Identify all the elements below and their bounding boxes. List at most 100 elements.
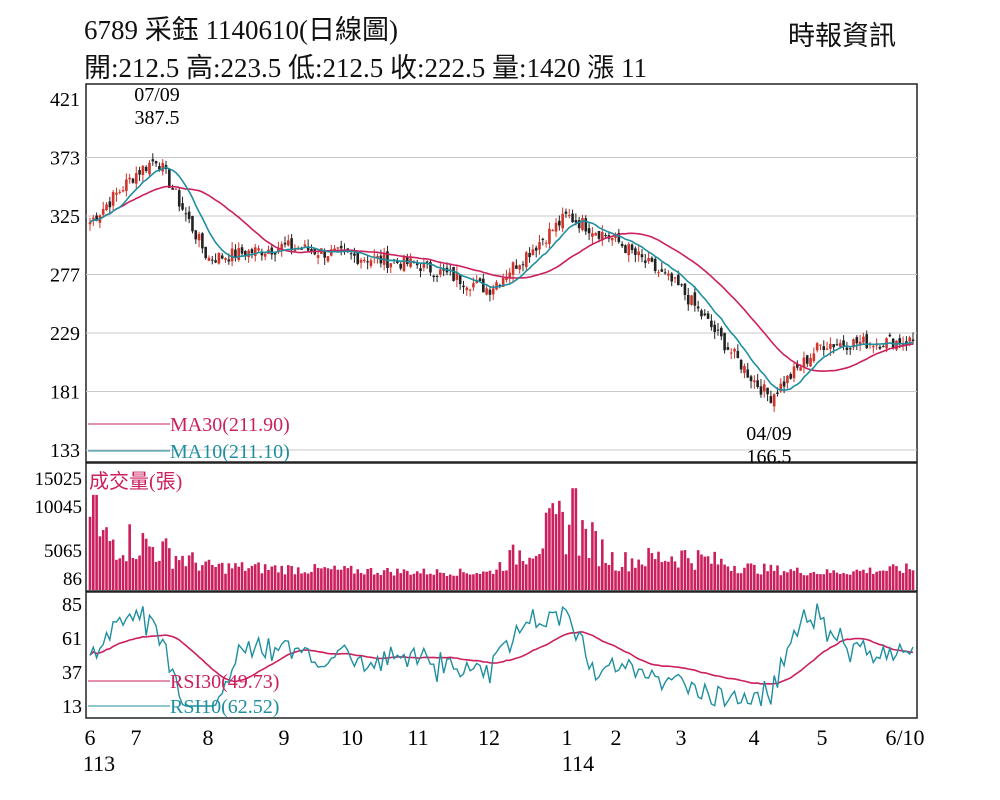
candle-body (108, 201, 112, 208)
candle-body (551, 230, 555, 232)
volume-bar (240, 562, 244, 590)
volume-bar (237, 566, 241, 590)
candle-body (501, 277, 505, 288)
x-tick-label: 8 (203, 725, 214, 750)
high-date-annotation: 07/09 (134, 84, 180, 106)
volume-bar (250, 565, 254, 590)
volume-bar (247, 568, 250, 590)
candle-body (719, 327, 723, 337)
candle-body (425, 261, 429, 263)
candle-body (733, 348, 736, 352)
volume-bar (680, 550, 683, 590)
volume-bar (283, 574, 287, 590)
volume-bar (128, 524, 131, 590)
candle-body (686, 294, 690, 305)
volume-bar (577, 555, 581, 590)
volume-bar (197, 570, 201, 590)
candle-body (749, 376, 753, 382)
x-tick-label: 9 (279, 725, 290, 750)
volume-bar (101, 529, 105, 590)
rsi10-line (89, 603, 914, 708)
volume-bar (858, 570, 862, 590)
volume-bar (554, 514, 558, 590)
volume-bar (796, 567, 799, 590)
volume-bar (402, 569, 406, 590)
volume-bar (329, 569, 333, 590)
volume-bar (214, 567, 217, 590)
volume-bars (88, 488, 915, 590)
candle-body (349, 253, 353, 255)
volume-bar (729, 570, 733, 590)
volume-bar (891, 564, 895, 590)
volume-bar (667, 561, 670, 590)
volume-bar (726, 566, 730, 590)
volume-bar (482, 571, 485, 590)
volume-bar (389, 571, 393, 590)
candle-body (766, 387, 769, 395)
volume-bar (313, 564, 317, 590)
volume-bar (207, 559, 211, 590)
candle-body (366, 261, 369, 263)
volume-bar (848, 574, 852, 590)
candle-body (908, 337, 911, 342)
candle-body (581, 218, 584, 231)
volume-bar (168, 548, 171, 590)
volume-bar (194, 562, 198, 590)
candle-body (799, 367, 802, 371)
candle-body (472, 283, 475, 288)
candle-body (683, 283, 687, 295)
candle-body (693, 292, 697, 306)
volume-bar (323, 567, 326, 590)
candle-body (534, 247, 538, 251)
volume-y-ticks: 15025 10045 5065 86 (35, 469, 83, 590)
volume-bar (852, 571, 855, 590)
candle-body (776, 392, 779, 394)
volume-bar (303, 572, 307, 590)
candle-body (171, 188, 174, 190)
candle-body (822, 346, 826, 350)
price-y-ticks: 421 373 325 277 229 181 133 (50, 89, 80, 462)
candle-body (802, 357, 806, 367)
volume-bar (151, 546, 155, 590)
candle-body (710, 320, 713, 328)
volume-bar (399, 573, 402, 590)
candle-body (544, 242, 548, 244)
candle-body (531, 249, 535, 255)
candle-body (796, 363, 799, 368)
volume-bar (786, 572, 789, 590)
candle-body (901, 343, 905, 347)
candle-body (210, 259, 214, 261)
volume-bar (782, 571, 786, 590)
candle-body (696, 306, 700, 309)
price-y-tick-label: 181 (50, 382, 80, 404)
candle-body (736, 350, 740, 358)
volume-y-tick-label: 86 (63, 569, 82, 590)
volume-bar (713, 551, 716, 590)
volume-bar (495, 569, 498, 590)
candle-body (627, 244, 631, 256)
volume-bar (210, 564, 214, 590)
candle-body (250, 249, 254, 254)
candle-body (548, 228, 551, 244)
volume-bar (660, 562, 664, 590)
candle-body (789, 373, 793, 379)
candle-body (161, 162, 165, 172)
volume-bar (111, 539, 115, 590)
candle-body (673, 277, 677, 279)
candle-body (111, 192, 115, 206)
volume-bar (812, 571, 816, 590)
candle-body (158, 166, 161, 170)
candle-body (310, 249, 313, 252)
volume-bar (587, 557, 591, 590)
volume-bar (273, 565, 277, 590)
volume-bar (217, 563, 221, 590)
candle-body (878, 346, 882, 349)
volume-bar (491, 573, 495, 590)
volume-bar (677, 567, 680, 590)
candle-body (336, 247, 340, 249)
volume-bar (409, 574, 412, 590)
volume-bar (376, 572, 379, 590)
candle-body (283, 242, 287, 245)
candle-body (538, 242, 541, 250)
